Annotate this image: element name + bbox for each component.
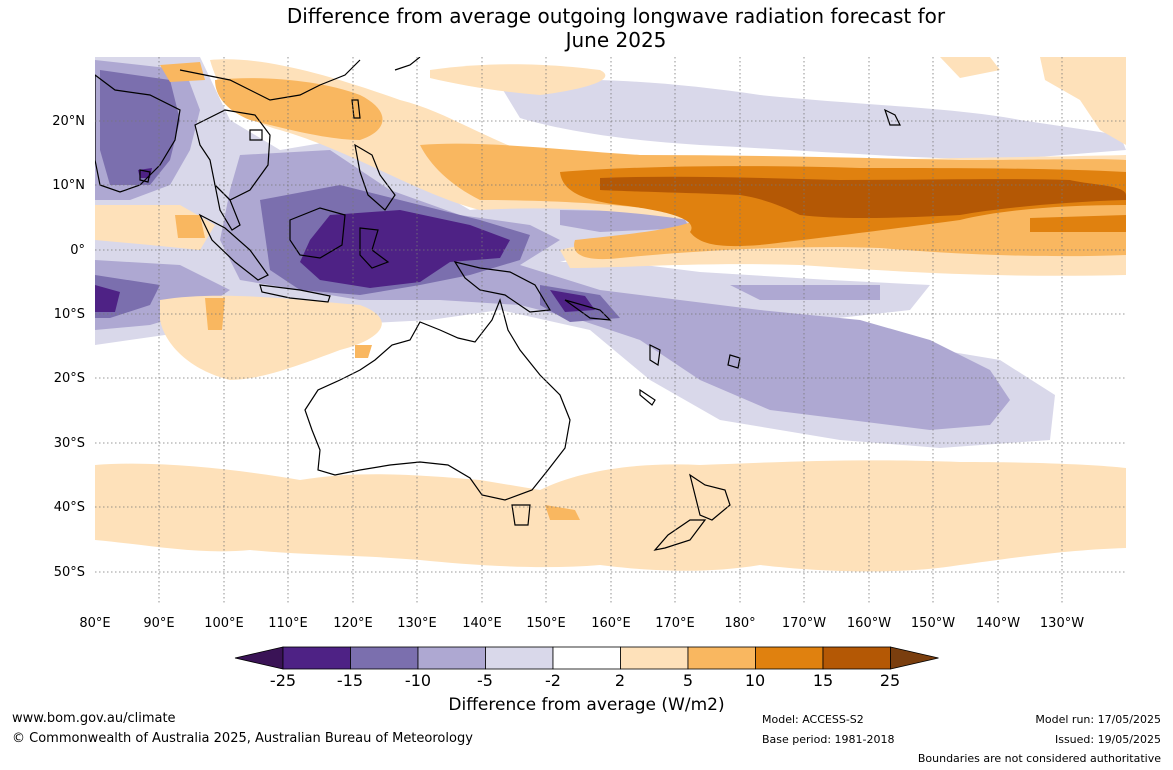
indochina-outline — [194, 109, 271, 201]
china-coast-outline — [179, 59, 361, 101]
lon-label-180: 180° — [724, 616, 755, 631]
lat-label-30s: 30°S — [54, 436, 85, 451]
cb-tick-2: 2 — [615, 671, 625, 690]
lon-label-130e: 130°E — [397, 616, 437, 631]
japan-outline — [394, 57, 421, 71]
new-zealand-south-outline — [653, 519, 707, 551]
cb-tick-15: 15 — [813, 671, 833, 690]
colorbar-extend-high — [890, 646, 939, 670]
lon-label-170e: 170°E — [655, 616, 695, 631]
colorbar-title: Difference from average (W/m2) — [448, 695, 725, 715]
java-outline — [259, 284, 331, 303]
new-caledonia-outline — [639, 388, 656, 406]
lon-label-140e: 140°E — [462, 616, 502, 631]
cb-tick-5: 5 — [683, 671, 693, 690]
colorbar-swatch — [687, 646, 756, 670]
title-line-2: June 2025 — [565, 28, 667, 52]
anomaly-field — [95, 57, 1126, 605]
colorbar-swatch — [822, 646, 891, 670]
landmasses — [95, 57, 901, 551]
colorbar-tick-labels: -25 -15 -10 -5 -2 2 5 10 15 25 — [270, 671, 900, 690]
hainan-outline — [249, 129, 263, 141]
malay-peninsula-outline — [214, 183, 241, 231]
sumatra-outline — [198, 213, 269, 281]
lat-label-10s: 10°S — [54, 307, 85, 322]
lon-label-150e: 150°E — [526, 616, 566, 631]
fiji-outline — [727, 354, 741, 369]
positive-anomaly-regions — [95, 57, 1126, 572]
lat-label-10n: 10°N — [52, 178, 85, 193]
lon-label-80e: 80°E — [79, 616, 110, 631]
lon-label-160w: 160°W — [847, 616, 891, 631]
title-line-1: Difference from average outgoing longwav… — [286, 4, 946, 28]
lon-label-130w: 130°W — [1040, 616, 1084, 631]
india-outline — [95, 74, 181, 193]
colorbar-swatches — [234, 646, 939, 670]
colorbar-swatch — [485, 646, 554, 670]
new-zealand-north-outline — [689, 473, 731, 521]
cb-tick-neg2: -2 — [545, 671, 561, 690]
lon-label-120e: 120°E — [333, 616, 373, 631]
lat-label-50s: 50°S — [54, 565, 85, 580]
colorbar-swatch — [417, 646, 486, 670]
model-name: Model: ACCESS-S2 — [762, 713, 864, 726]
boundaries-disclaimer: Boundaries are not considered authoritat… — [917, 752, 1161, 765]
new-guinea-outline — [453, 261, 552, 313]
cb-tick-25: 25 — [880, 671, 900, 690]
colorbar-swatch — [620, 646, 689, 670]
colorbar-swatch — [282, 646, 351, 670]
lat-label-20s: 20°S — [54, 371, 85, 386]
cb-tick-neg15: -15 — [337, 671, 363, 690]
lon-label-170w: 170°W — [782, 616, 826, 631]
philippines-outline — [354, 143, 396, 211]
colorbar-swatch — [350, 646, 419, 670]
tasmania-outline — [511, 504, 531, 526]
latitude-labels: 20°N 10°N 0° 10°S 20°S 30°S 40°S 50°S — [52, 114, 85, 580]
lon-label-150w: 150°W — [911, 616, 955, 631]
borneo-outline — [289, 207, 346, 259]
vanuatu-outline — [649, 344, 661, 367]
sri-lanka-outline — [139, 169, 151, 183]
cb-tick-neg5: -5 — [477, 671, 493, 690]
copyright-notice: © Commonwealth of Australia 2025, Austra… — [12, 731, 473, 746]
colorbar-swatch — [552, 646, 621, 670]
graticule — [95, 57, 1126, 605]
cb-tick-neg10: -10 — [405, 671, 431, 690]
lat-label-40s: 40°S — [54, 500, 85, 515]
website-url: www.bom.gov.au/climate — [12, 711, 176, 726]
lon-label-160e: 160°E — [591, 616, 631, 631]
lon-label-110e: 110°E — [268, 616, 308, 631]
hawaii-outline — [883, 108, 901, 126]
sulawesi-outline — [359, 227, 390, 269]
map-title: Difference from average outgoing longwav… — [0, 4, 1173, 52]
lon-label-140w: 140°W — [976, 616, 1020, 631]
lon-label-100e: 100°E — [204, 616, 244, 631]
lon-label-90e: 90°E — [143, 616, 174, 631]
colorbar: -25 -15 -10 -5 -2 2 5 10 15 25 — [234, 646, 939, 690]
colorbar-swatch — [755, 646, 824, 670]
cb-tick-neg25: -25 — [270, 671, 296, 690]
base-period: Base period: 1981-2018 — [762, 733, 895, 746]
model-run-date: Model run: 17/05/2025 — [1035, 713, 1161, 726]
australia-outline — [304, 298, 571, 501]
lat-label-20n: 20°N — [52, 114, 85, 129]
cb-tick-10: 10 — [745, 671, 765, 690]
solomon-islands-outline — [564, 299, 612, 321]
colorbar-extend-low — [234, 646, 284, 670]
lat-label-0: 0° — [70, 243, 85, 258]
issued-date: Issued: 19/05/2025 — [1054, 733, 1161, 746]
taiwan-outline — [351, 99, 361, 119]
longitude-labels: 80°E 90°E 100°E 110°E 120°E 130°E 140°E … — [79, 616, 1084, 631]
